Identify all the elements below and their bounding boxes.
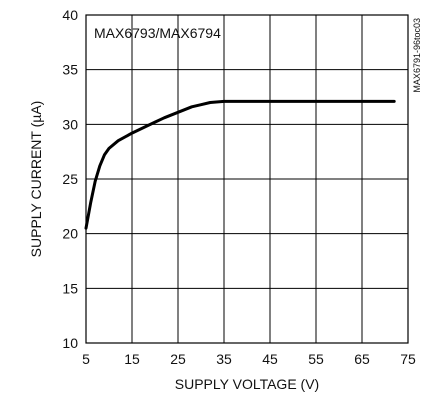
x-tick-label: 55 bbox=[308, 351, 324, 367]
y-tick-label: 20 bbox=[62, 226, 78, 242]
part-number-label: MAX6793/MAX6794 bbox=[94, 25, 221, 41]
y-tick-labels: 10 15 20 25 30 35 40 bbox=[62, 7, 78, 351]
y-tick-label: 15 bbox=[62, 280, 78, 296]
x-tick-label: 5 bbox=[82, 351, 90, 367]
plot-frame bbox=[85, 14, 409, 344]
y-tick-label: 10 bbox=[62, 335, 78, 351]
y-tick-label: 30 bbox=[62, 116, 78, 132]
x-axis-title: SUPPLY VOLTAGE (V) bbox=[175, 376, 319, 392]
x-tick-label: 35 bbox=[216, 351, 232, 367]
x-tick-label: 65 bbox=[354, 351, 370, 367]
y-axis-title: SUPPLY CURRENT (µA) bbox=[28, 101, 44, 258]
y-tick-label: 35 bbox=[62, 62, 78, 78]
series-line bbox=[84, 99, 396, 230]
figure-id-label: MAX6791-96toc03 bbox=[412, 18, 422, 93]
y-tick-label: 25 bbox=[62, 171, 78, 187]
grid-lines bbox=[86, 15, 408, 343]
y-tick-label: 40 bbox=[62, 7, 78, 23]
x-tick-label: 45 bbox=[262, 351, 278, 367]
x-tick-label: 75 bbox=[400, 351, 416, 367]
x-tick-labels: 5 15 25 35 45 55 65 75 bbox=[82, 351, 416, 367]
x-tick-label: 15 bbox=[124, 351, 140, 367]
x-tick-label: 25 bbox=[170, 351, 186, 367]
